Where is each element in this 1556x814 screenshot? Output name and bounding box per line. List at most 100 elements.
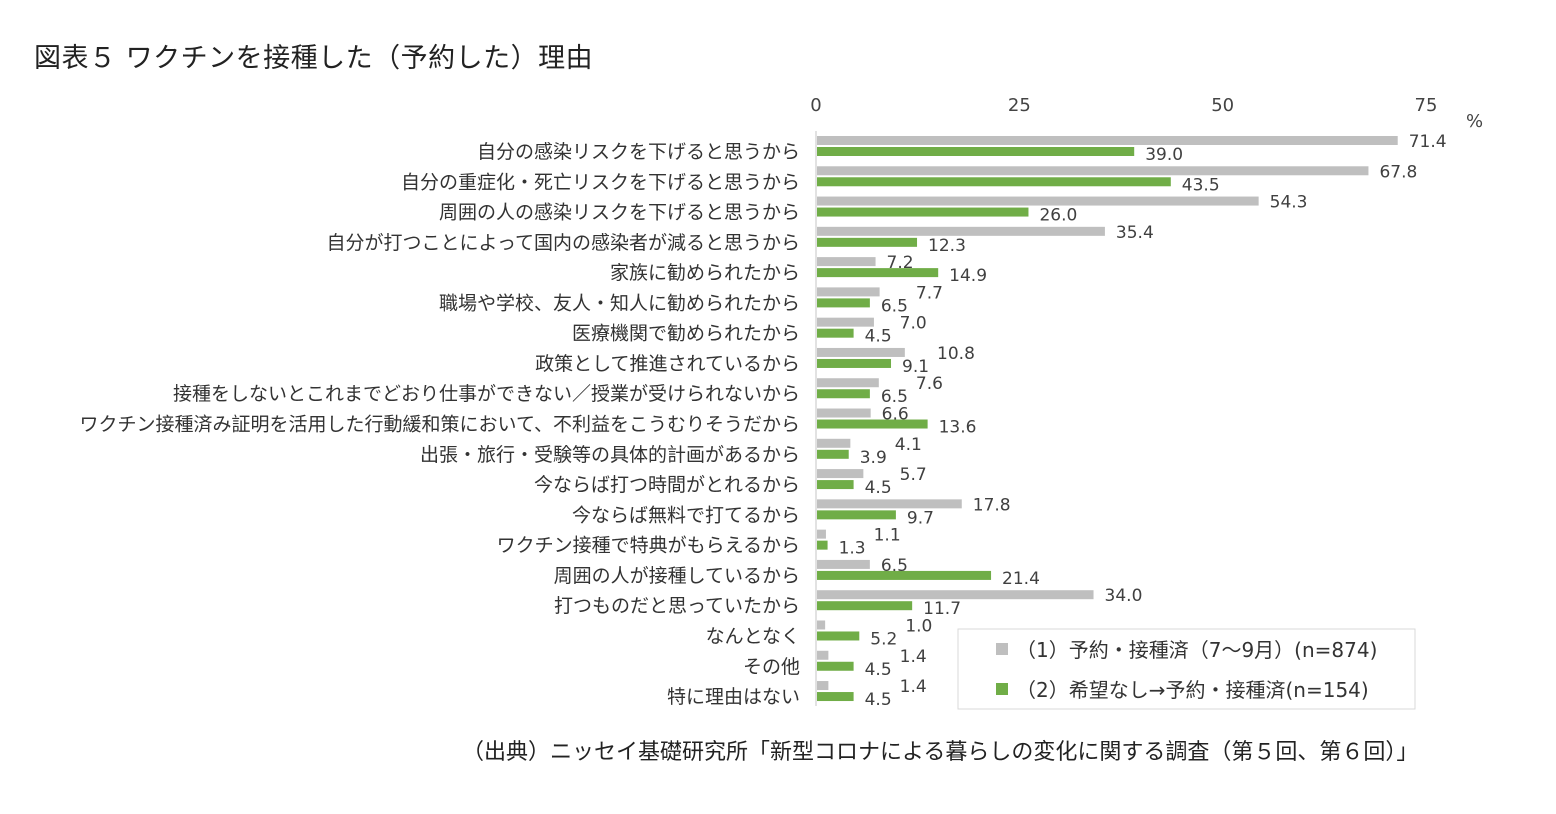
data-label-series-2: 4.5 [865, 660, 892, 680]
bar-series-2 [817, 177, 1171, 187]
data-label-series-2: 14.9 [949, 266, 987, 286]
category-label: 周囲の人が接種しているから [554, 565, 800, 587]
bar-series-1 [817, 529, 826, 539]
category-label: 職場や学校、友人・知人に勧められたから [439, 292, 800, 314]
bar-series-2 [817, 298, 870, 308]
data-label-series-1: 1.0 [905, 616, 932, 636]
data-label-series-1: 5.7 [900, 465, 927, 485]
data-label-series-1: 4.1 [895, 435, 922, 455]
data-label-series-1: 7.2 [887, 253, 914, 273]
data-label-series-1: 17.8 [973, 495, 1011, 515]
data-label-series-2: 1.3 [839, 539, 866, 559]
category-label: ワクチン接種済み証明を活用した行動緩和策において、不利益をこうむりそうだから [80, 414, 800, 436]
data-label-series-2: 5.2 [870, 629, 897, 649]
bar-series-1 [817, 347, 905, 357]
bar-series-1 [817, 650, 829, 660]
category-label: その他 [743, 656, 800, 678]
bar-series-2 [817, 510, 896, 520]
bar-series-1 [817, 226, 1105, 236]
bar-series-1 [817, 559, 870, 569]
data-label-series-2: 21.4 [1002, 569, 1040, 589]
unit-label: % [1466, 111, 1483, 132]
data-label-series-1: 35.4 [1116, 223, 1154, 243]
data-label-series-1: 6.6 [882, 405, 909, 425]
bar-series-2 [817, 631, 860, 641]
bar-series-1 [817, 166, 1369, 176]
bar-series-2 [817, 419, 928, 429]
bar-series-1 [817, 438, 851, 448]
bar-series-1 [817, 469, 864, 479]
bar-series-1 [817, 257, 876, 267]
category-label: 政策として推進されているから [535, 353, 800, 375]
data-label-series-1: 54.3 [1270, 193, 1308, 213]
category-label: 自分の感染リスクを下げると思うから [477, 141, 800, 163]
bar-series-1 [817, 317, 874, 327]
data-label-series-2: 12.3 [928, 236, 966, 256]
category-label: 周囲の人の感染リスクを下げると思うから [439, 202, 800, 224]
bar-series-2 [817, 207, 1029, 217]
source-note: （出典）ニッセイ基礎研究所「新型コロナによる暮らしの変化に関する調査（第５回、第… [462, 740, 1419, 765]
bar-series-2 [817, 147, 1135, 156]
bar-series-1 [817, 196, 1259, 206]
data-label-series-2: 43.5 [1182, 175, 1220, 195]
x-tick-label: 75 [1415, 95, 1438, 116]
bar-series-2 [817, 268, 939, 278]
data-label-series-2: 9.7 [907, 508, 934, 528]
data-label-series-2: 13.6 [939, 418, 977, 438]
bar-series-1 [817, 136, 1398, 145]
x-tick-label: 50 [1211, 95, 1234, 116]
legend-label-1: （1）予約・接種済（7～9月）(n=874) [1016, 638, 1377, 662]
legend-box [957, 628, 1416, 710]
bar-series-1 [817, 408, 871, 418]
category-label: 打つものだと思っていたから [554, 595, 800, 617]
category-label: なんとなく [706, 625, 800, 647]
category-label: 家族に勧められたから [610, 262, 800, 284]
data-label-series-2: 4.5 [865, 327, 892, 347]
data-label-series-1: 10.8 [937, 344, 975, 364]
bar-series-2 [817, 237, 918, 247]
bar-series-1 [817, 287, 880, 297]
chart-title: 図表５ ワクチンを接種した（予約した）理由 [34, 43, 594, 74]
category-label: 接種をしないとこれまでどおり仕事ができない／授業が受けられないから [173, 383, 800, 405]
bar-series-1 [817, 620, 826, 630]
x-tick-label: 0 [810, 95, 821, 116]
data-label-series-1: 7.7 [916, 283, 943, 303]
data-label-series-2: 3.9 [860, 448, 887, 468]
category-label: ワクチン接種で特典がもらえるから [497, 535, 800, 557]
bar-series-1 [817, 590, 1094, 600]
bar-series-2 [817, 540, 828, 550]
data-label-series-2: 4.5 [865, 690, 892, 710]
bar-series-2 [817, 692, 854, 702]
data-label-series-2: 26.0 [1039, 206, 1077, 226]
bar-series-1 [817, 681, 829, 691]
category-label: 自分が打つことによって国内の感染者が減ると思うから [327, 232, 800, 254]
data-label-series-2: 4.5 [865, 478, 892, 498]
legend-swatch-2 [996, 683, 1008, 695]
data-label-series-1: 1.4 [900, 677, 927, 697]
legend-label-2: （2）希望なし→予約・接種済(n=154) [1016, 678, 1369, 702]
data-label-series-1: 1.4 [900, 647, 927, 667]
data-label-series-1: 6.5 [881, 556, 908, 576]
x-tick-label: 25 [1008, 95, 1031, 116]
bar-series-2 [817, 480, 854, 490]
category-label: 出張・旅行・受験等の具体的計画があるから [420, 444, 800, 466]
bar-series-2 [817, 601, 913, 611]
bar-series-1 [817, 499, 962, 509]
bar-series-2 [817, 449, 849, 459]
bar-series-2 [817, 389, 870, 399]
data-label-series-2: 11.7 [923, 599, 961, 619]
data-label-series-2: 9.1 [902, 357, 929, 377]
category-label: 今ならば無料で打てるから [572, 504, 800, 526]
category-label: 自分の重症化・死亡リスクを下げると思うから [401, 171, 800, 193]
data-label-series-2: 39.0 [1145, 145, 1183, 165]
category-label: 特に理由はない [667, 686, 800, 708]
data-label-series-2: 6.5 [881, 296, 908, 316]
data-label-series-1: 7.0 [900, 314, 927, 334]
legend-swatch-1 [996, 643, 1008, 655]
data-label-series-1: 1.1 [874, 526, 901, 546]
bar-series-2 [817, 328, 854, 338]
data-label-series-2: 6.5 [881, 387, 908, 407]
bar-series-2 [817, 570, 992, 580]
data-label-series-1: 67.8 [1379, 162, 1417, 182]
